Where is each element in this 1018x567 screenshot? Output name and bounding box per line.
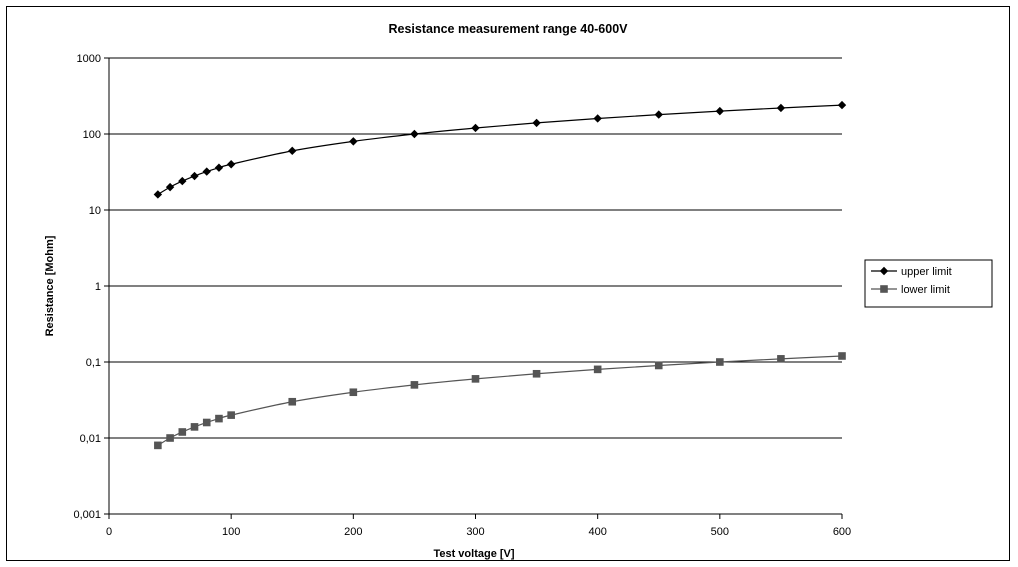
data-point [166,434,174,442]
data-point [776,103,786,113]
legend-marker [879,266,889,276]
x-tick-label: 500 [711,526,729,538]
y-tick-label: 10 [89,205,101,217]
data-point [190,171,199,181]
series-line [157,355,843,446]
series-lower-limit [154,352,846,450]
legend-item: lower limit [871,284,950,296]
chart-title: Resistance measurement range 40-600V [388,22,628,36]
data-point [532,369,541,378]
data-point [654,361,663,370]
series-upper-limit [153,100,847,199]
x-tick-label: 200 [344,526,362,538]
y-tick-label: 0,1 [86,357,101,369]
legend: upper limit lower limit [864,259,993,308]
data-point [532,118,541,128]
y-axis-ticks: 0,001 0,01 0,1 1 10 100 1000 [73,53,109,521]
y-tick-label: 1000 [77,53,101,65]
data-point [202,418,211,427]
series-layer [153,100,847,450]
legend-items: upper limit lower limit [871,266,952,296]
data-point [593,114,602,123]
data-point [349,137,358,146]
legend-box [864,259,993,308]
legend-item: upper limit [871,266,952,278]
data-point [593,365,602,374]
data-point [202,167,211,176]
chart-frame [6,6,1010,561]
data-point [838,352,846,360]
x-tick-label: 300 [466,526,484,538]
data-point [214,163,224,172]
y-axis-label: Resistance [Mohm] [44,235,56,336]
data-point [154,441,162,450]
series-line [157,104,843,196]
x-tick-label: 100 [222,526,240,538]
data-point [654,110,663,119]
y-tick-label: 0,001 [73,509,101,521]
data-point [227,411,235,419]
data-point [178,428,187,436]
data-point [471,375,480,383]
x-tick-label: 600 [833,526,851,538]
data-point [288,146,297,156]
data-point [349,388,358,397]
data-point [777,355,785,363]
data-point [410,129,419,139]
data-point [288,397,297,406]
y-tick-label: 100 [83,129,101,141]
data-point [178,176,187,186]
legend-label: upper limit [901,266,952,278]
x-axis-ticks: 0 100 200 300 400 500 600 [106,514,851,538]
y-tick-label: 1 [95,281,101,293]
legend-marker [880,285,888,293]
data-point [165,182,175,192]
data-point [190,423,199,431]
data-point [837,100,847,110]
x-axis-label: Test voltage [V] [433,548,514,560]
data-point [215,414,223,423]
legend-label: lower limit [901,284,950,296]
x-tick-label: 400 [588,526,606,538]
data-point [226,160,236,169]
data-point [716,358,724,366]
data-point [410,381,419,389]
data-point [471,123,480,133]
y-tick-label: 0,01 [80,433,101,445]
x-tick-label: 0 [106,526,112,538]
data-point [715,106,725,116]
data-point [153,190,163,199]
